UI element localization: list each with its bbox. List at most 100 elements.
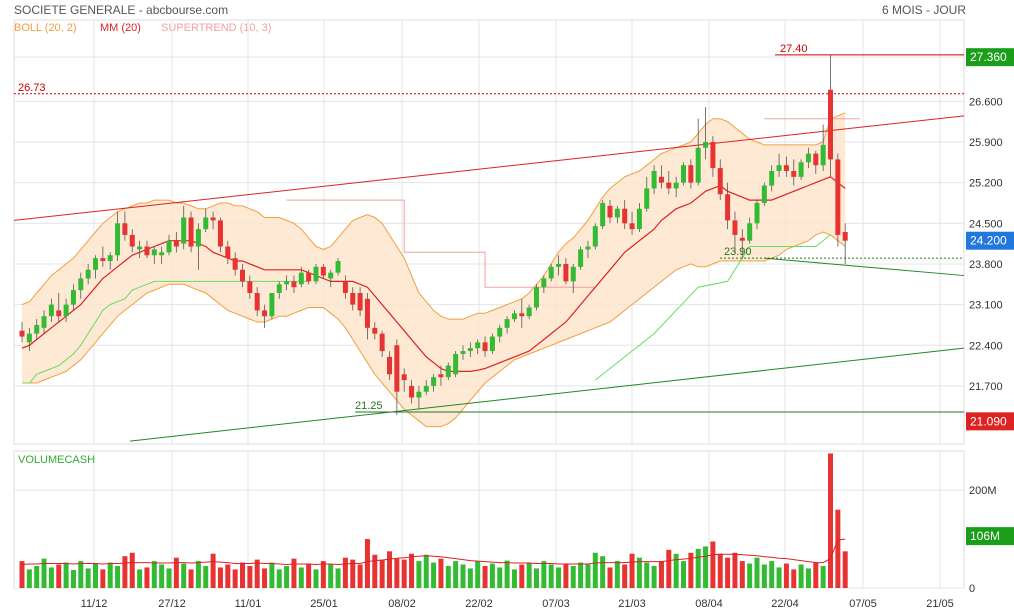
volume-bar (379, 559, 385, 588)
volume-bar (688, 552, 694, 588)
volume-bar (453, 561, 459, 588)
legend-bollinger[interactable]: BOLL (20, 2) (14, 22, 77, 34)
candle-body (416, 391, 422, 398)
candle-body (504, 319, 510, 328)
x-tick-label: 07/05 (849, 598, 877, 610)
candle-body (379, 333, 385, 352)
candle-body (526, 307, 532, 317)
candle-body (769, 171, 775, 186)
volume-bar (475, 561, 481, 588)
candle-body (306, 272, 312, 282)
volume-bar (445, 565, 451, 588)
volume-bar (438, 558, 444, 588)
legend-supertrend[interactable]: SUPERTREND (10, 3) (161, 22, 272, 34)
volume-bar (629, 553, 635, 588)
volume-bar (210, 553, 216, 588)
candle-body (350, 292, 356, 305)
volume-bar (673, 553, 679, 588)
volume-bar (328, 564, 334, 588)
candle-body (725, 194, 731, 221)
candle-body (798, 162, 804, 177)
volume-bar (166, 568, 172, 588)
candle-body (166, 240, 172, 253)
volume-flag-label: 106M (970, 529, 1000, 543)
volume-bar (681, 561, 686, 588)
candle-body (622, 208, 628, 224)
candle-body (614, 208, 620, 218)
x-tick-label: 25/01 (310, 598, 338, 610)
candle-body (651, 171, 657, 189)
period-label[interactable]: 6 MOIS - JOUR (881, 3, 966, 17)
volume-bar (658, 561, 664, 588)
candle-body (563, 263, 569, 282)
candle-body (129, 234, 135, 247)
candle-body (629, 223, 635, 230)
volume-bar (122, 556, 128, 588)
candle-body (453, 353, 459, 375)
volume-bar (747, 563, 753, 588)
volume-bar (651, 565, 657, 588)
support-trendline (129, 347, 965, 442)
volume-bar (798, 564, 804, 588)
candle-body (607, 205, 613, 218)
volume-bar (761, 564, 767, 588)
volume-bar (519, 564, 525, 588)
volume-tick-label: 0 (969, 583, 975, 595)
volume-bar (320, 561, 326, 588)
candle-body (225, 246, 231, 259)
candle-body (26, 333, 32, 343)
volume-bar (19, 561, 25, 588)
volume-bar (107, 562, 113, 588)
volume-bar (409, 553, 415, 588)
volume-bar (828, 453, 833, 588)
volume-bar (431, 562, 437, 588)
resistance-trendline (13, 115, 965, 221)
volume-bar (56, 564, 62, 588)
candle-body (805, 153, 811, 163)
volume-bar (93, 563, 98, 588)
legend-moving-average[interactable]: MM (20) (100, 22, 141, 34)
candle-body (63, 304, 69, 317)
candle-body (592, 226, 598, 247)
price-panel-frame (13, 19, 965, 445)
candle-body (401, 374, 407, 381)
x-tick-label: 21/05 (926, 598, 954, 610)
volume-bar (725, 557, 731, 588)
candle-body (298, 272, 304, 285)
volume-bar (813, 562, 819, 588)
candle-body (195, 229, 201, 247)
candle-body (122, 223, 128, 235)
volume-bar (607, 567, 613, 588)
price-flag-label: 27.360 (970, 50, 1007, 64)
volume-bar (137, 569, 143, 588)
volume-bar (504, 560, 510, 588)
candle-body (357, 292, 363, 311)
candle-body (217, 220, 223, 247)
volume-bar (78, 561, 84, 588)
candle-body (739, 237, 745, 241)
candle-body (284, 281, 290, 285)
volume-bar (394, 558, 400, 588)
volume-bar (401, 559, 407, 588)
volume-bar (842, 551, 848, 588)
candle-body (828, 89, 833, 160)
price-flag-label: 24.200 (970, 234, 1007, 248)
candle-body (247, 281, 253, 293)
volume-bar (262, 568, 268, 588)
candle-body (78, 278, 84, 291)
candle-body (181, 217, 187, 244)
x-tick-label: 27/12 (158, 598, 186, 610)
volume-bar (387, 551, 392, 588)
volume-bar (460, 564, 466, 588)
volume-bar (217, 567, 223, 588)
candle-body (460, 351, 466, 354)
candle-body (387, 356, 392, 375)
volume-bar (548, 564, 554, 588)
volume-bar (717, 553, 723, 588)
volume-bar (225, 564, 231, 588)
candle-body (210, 217, 216, 221)
candle-body (688, 165, 694, 183)
volume-bar (666, 549, 672, 588)
volume-bar (269, 562, 275, 588)
price-flag-label: 21.090 (970, 414, 1007, 428)
